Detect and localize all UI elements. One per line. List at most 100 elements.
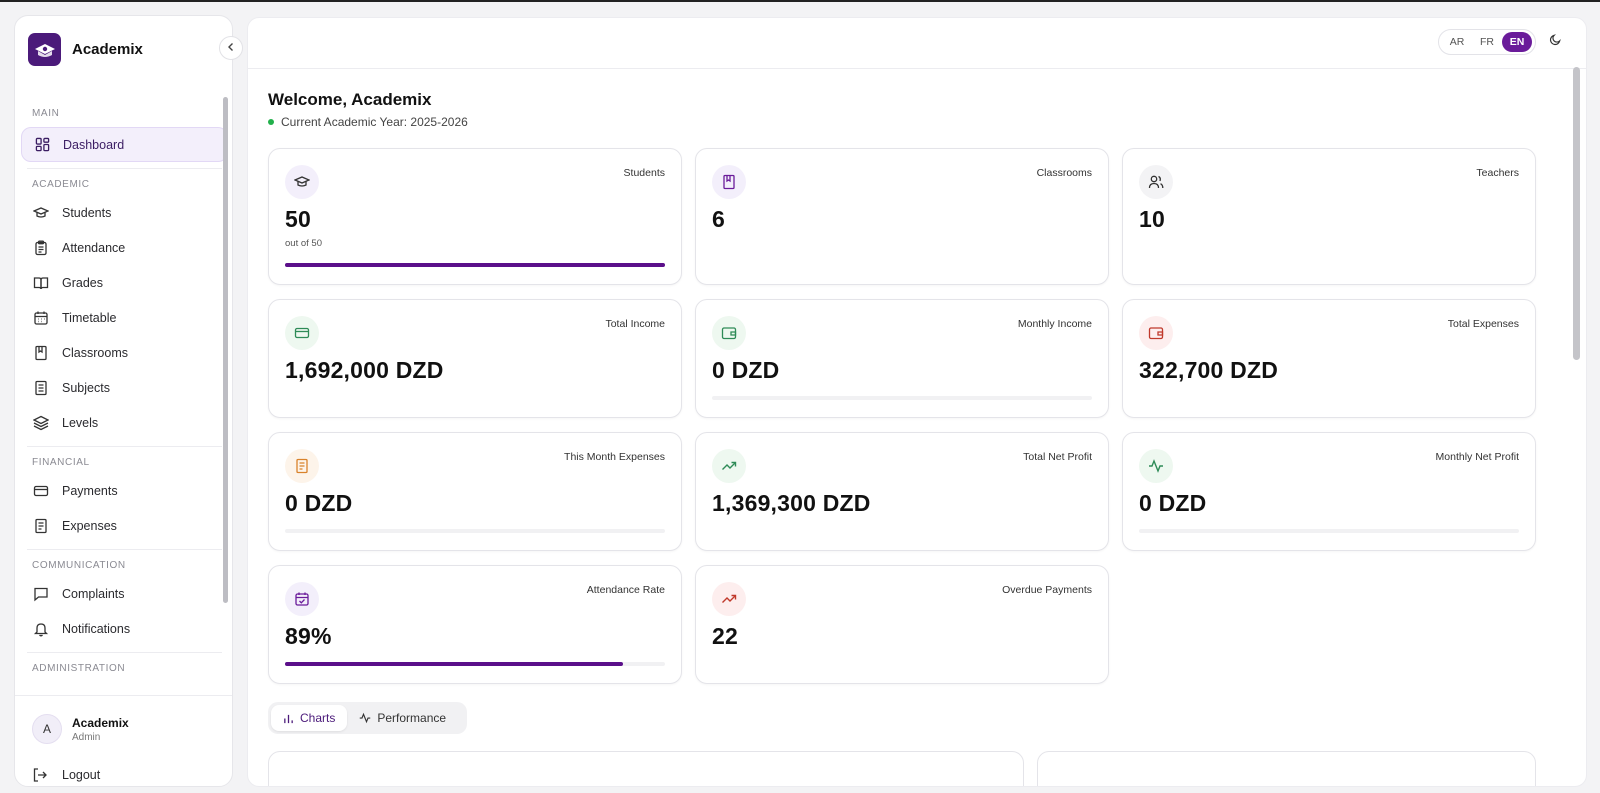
- top-bar: AR FR EN: [248, 18, 1586, 69]
- sidebar-item-label: Subjects: [62, 380, 110, 395]
- academix-logo-icon: [28, 33, 61, 66]
- chevron-left-icon: [226, 39, 236, 57]
- stat-card-monthly-income[interactable]: Monthly Income 0 DZD: [695, 299, 1109, 418]
- book-icon: [32, 344, 50, 362]
- moon-icon: [1549, 33, 1562, 51]
- status-dot-icon: [268, 119, 274, 125]
- sidebar-divider: [27, 549, 222, 550]
- sidebar-item-dashboard[interactable]: Dashboard: [21, 127, 228, 162]
- stat-value: 0 DZD: [712, 357, 780, 383]
- academic-year: Current Academic Year: 2025-2026: [268, 115, 468, 129]
- stat-value: 322,700 DZD: [1139, 357, 1278, 383]
- section-title-main: MAIN: [32, 108, 60, 119]
- theme-toggle-button[interactable]: [1546, 33, 1564, 51]
- stat-value: 50: [285, 206, 311, 232]
- tab-charts[interactable]: Charts: [271, 705, 348, 731]
- stat-label: Attendance Rate: [586, 584, 665, 596]
- sidebar: Academix MAIN Dashboard ACADEMIC Student…: [14, 15, 233, 787]
- tab-label: Performance: [377, 711, 447, 725]
- users-icon: [1139, 165, 1173, 199]
- stat-card-monthly-net-profit[interactable]: Monthly Net Profit 0 DZD: [1122, 432, 1536, 551]
- sidebar-item-grades[interactable]: Grades: [21, 265, 228, 300]
- stat-value: 89%: [285, 623, 332, 649]
- language-en-button[interactable]: EN: [1502, 32, 1532, 52]
- section-title-academic: ACADEMIC: [32, 179, 90, 190]
- language-fr-button[interactable]: FR: [1480, 36, 1494, 48]
- section-title-communication: COMMUNICATION: [32, 560, 126, 571]
- stat-value: 10: [1139, 206, 1165, 232]
- bar-chart-icon: [283, 713, 294, 724]
- calendar-icon: [32, 309, 50, 327]
- sidebar-item-classrooms[interactable]: Classrooms: [21, 335, 228, 370]
- sidebar-scrollbar[interactable]: [223, 97, 228, 603]
- progress-bar: [285, 529, 665, 533]
- stat-card-total-net-profit[interactable]: Total Net Profit 1,369,300 DZD: [695, 432, 1109, 551]
- tab-performance[interactable]: Performance: [347, 705, 458, 731]
- stat-label: Total Expenses: [1447, 318, 1519, 330]
- stat-card-students[interactable]: Students 50 out of 50: [268, 148, 682, 285]
- main-scrollbar[interactable]: [1573, 67, 1580, 360]
- view-tabs: Charts Performance: [268, 702, 467, 734]
- sidebar-item-label: Payments: [62, 483, 118, 498]
- user-name: Academix: [72, 716, 129, 730]
- sidebar-item-students[interactable]: Students: [21, 195, 228, 230]
- trending-up-icon: [712, 582, 746, 616]
- sidebar-item-label: Notifications: [62, 621, 131, 636]
- user-role: Admin: [72, 732, 101, 743]
- stat-value: 0 DZD: [1139, 490, 1207, 516]
- credit-card-icon: [285, 316, 319, 350]
- progress-bar: [1139, 529, 1519, 533]
- layers-icon: [32, 414, 50, 432]
- stat-card-attendance-rate[interactable]: Attendance Rate 89%: [268, 565, 682, 684]
- logout-button[interactable]: Logout: [32, 766, 100, 784]
- graduation-cap-icon: [285, 165, 319, 199]
- sidebar-item-levels[interactable]: Levels: [21, 405, 228, 440]
- sidebar-item-timetable[interactable]: Timetable: [21, 300, 228, 335]
- stat-value: 0 DZD: [285, 490, 353, 516]
- stat-card-teachers[interactable]: Teachers 10: [1122, 148, 1536, 285]
- sidebar-item-attendance[interactable]: Attendance: [21, 230, 228, 265]
- activity-icon: [359, 712, 371, 724]
- avatar: A: [32, 714, 62, 744]
- collapse-sidebar-button[interactable]: [219, 36, 243, 60]
- book-open-icon: [32, 274, 50, 292]
- stat-value: 22: [712, 623, 738, 649]
- dashboard-content[interactable]: Welcome, Academix Current Academic Year:…: [248, 70, 1586, 786]
- sidebar-item-label: Grades: [62, 275, 103, 290]
- sidebar-item-payments[interactable]: Payments: [21, 473, 228, 508]
- sidebar-item-label: Levels: [62, 415, 99, 430]
- activity-icon: [1139, 449, 1173, 483]
- progress-fill: [285, 263, 665, 267]
- stat-value: 1,369,300 DZD: [712, 490, 871, 516]
- receipt-icon: [285, 449, 319, 483]
- stat-label: Teachers: [1476, 167, 1519, 179]
- academic-year-text: Current Academic Year: 2025-2026: [281, 115, 468, 129]
- message-icon: [32, 585, 50, 603]
- stat-label: Classrooms: [1036, 167, 1092, 179]
- logout-icon: [32, 766, 50, 784]
- sidebar-item-expenses[interactable]: Expenses: [21, 508, 228, 543]
- stat-card-this-month-expenses[interactable]: This Month Expenses 0 DZD: [268, 432, 682, 551]
- sidebar-nav[interactable]: MAIN Dashboard ACADEMIC Students Attenda…: [15, 96, 232, 691]
- stat-label: Overdue Payments: [1002, 584, 1092, 596]
- sidebar-item-complaints[interactable]: Complaints: [21, 576, 228, 611]
- sidebar-divider: [27, 446, 222, 447]
- language-switcher[interactable]: AR FR EN: [1438, 29, 1536, 55]
- stat-card-total-expenses[interactable]: Total Expenses 322,700 DZD: [1122, 299, 1536, 418]
- stat-card-overdue-payments[interactable]: Overdue Payments 22: [695, 565, 1109, 684]
- sidebar-item-subjects[interactable]: Subjects: [21, 370, 228, 405]
- sidebar-item-notifications[interactable]: Notifications: [21, 611, 228, 646]
- stat-label: Monthly Net Profit: [1435, 451, 1519, 463]
- sidebar-item-label: Classrooms: [62, 345, 128, 360]
- progress-fill: [285, 662, 624, 666]
- section-title-financial: FINANCIAL: [32, 457, 90, 468]
- sidebar-divider: [27, 168, 222, 169]
- user-profile[interactable]: A Academix Admin Logout: [15, 695, 232, 786]
- book-icon: [712, 165, 746, 199]
- stat-card-classrooms[interactable]: Classrooms 6: [695, 148, 1109, 285]
- main-panel: AR FR EN Welcome, Academix Current Acade…: [247, 17, 1587, 787]
- brand[interactable]: Academix: [28, 33, 143, 66]
- stat-card-total-income[interactable]: Total Income 1,692,000 DZD: [268, 299, 682, 418]
- bell-icon: [32, 620, 50, 638]
- language-ar-button[interactable]: AR: [1449, 36, 1465, 48]
